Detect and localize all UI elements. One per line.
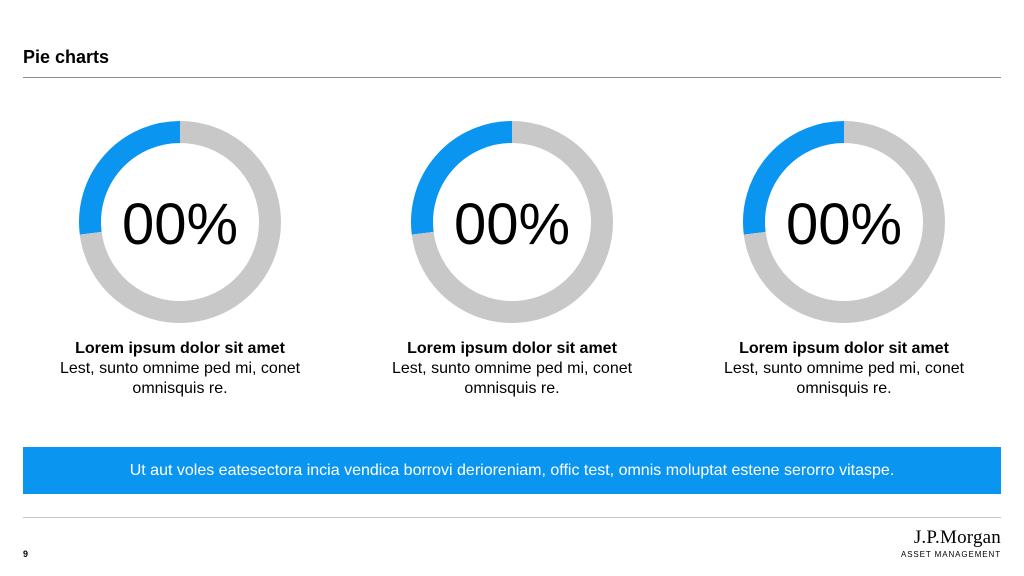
- donut-slice-remainder: [743, 121, 945, 323]
- footer-divider: [23, 517, 1001, 518]
- donut-value-label: 00%: [454, 192, 570, 257]
- donut-value-label: 00%: [122, 192, 238, 257]
- logo-subtitle: ASSET MANAGEMENT: [900, 550, 1001, 559]
- card-heading: Lorem ipsum dolor sit amet: [75, 340, 285, 357]
- company-logo: J.P.Morgan ASSET MANAGEMENT: [901, 527, 1001, 559]
- donut-card-2: 00% Lorem ipsum dolor sit amet Lest, sun…: [362, 120, 662, 399]
- card-heading: Lorem ipsum dolor sit amet: [739, 340, 949, 357]
- card-heading: Lorem ipsum dolor sit amet: [407, 340, 617, 357]
- logo-wordmark: J.P.Morgan: [913, 527, 1001, 548]
- card-body: Lest, sunto omnime ped mi, conet omnisqu…: [59, 360, 301, 397]
- donut-slice-highlight: [743, 121, 845, 235]
- page-number: 9: [23, 549, 29, 559]
- donut-card-1: 00% Lorem ipsum dolor sit amet Lest, sun…: [30, 120, 330, 399]
- donut-slice-highlight: [411, 121, 513, 235]
- donut-chart-1: 00%: [79, 121, 281, 323]
- title-divider: [23, 77, 1001, 78]
- donut-slice-highlight: [79, 121, 181, 235]
- banner-text: Ut aut voles eatesectora incia vendica b…: [129, 461, 895, 479]
- donut-chart-2: 00%: [411, 121, 613, 323]
- donut-chart-3: 00%: [743, 121, 945, 323]
- callout-banner: Ut aut voles eatesectora incia vendica b…: [23, 447, 1001, 494]
- page-title: Pie charts: [23, 47, 110, 67]
- donut-slice-remainder: [79, 121, 281, 323]
- card-body: Lest, sunto omnime ped mi, conet omnisqu…: [391, 360, 633, 397]
- donut-card-3: 00% Lorem ipsum dolor sit amet Lest, sun…: [694, 120, 994, 399]
- donut-value-label: 00%: [786, 192, 902, 257]
- donut-slice-remainder: [411, 121, 613, 323]
- card-body: Lest, sunto omnime ped mi, conet omnisqu…: [723, 360, 965, 397]
